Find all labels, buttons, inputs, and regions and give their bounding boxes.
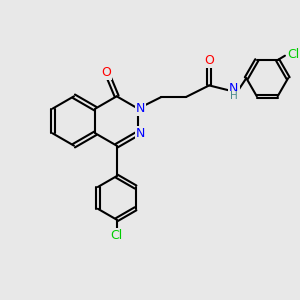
Text: N: N — [229, 82, 239, 95]
Text: Cl: Cl — [111, 229, 123, 242]
Text: O: O — [204, 54, 214, 67]
Text: N: N — [136, 102, 145, 115]
Text: O: O — [101, 66, 111, 79]
Text: Cl: Cl — [287, 48, 300, 61]
Text: H: H — [230, 92, 238, 101]
Text: N: N — [136, 127, 145, 140]
